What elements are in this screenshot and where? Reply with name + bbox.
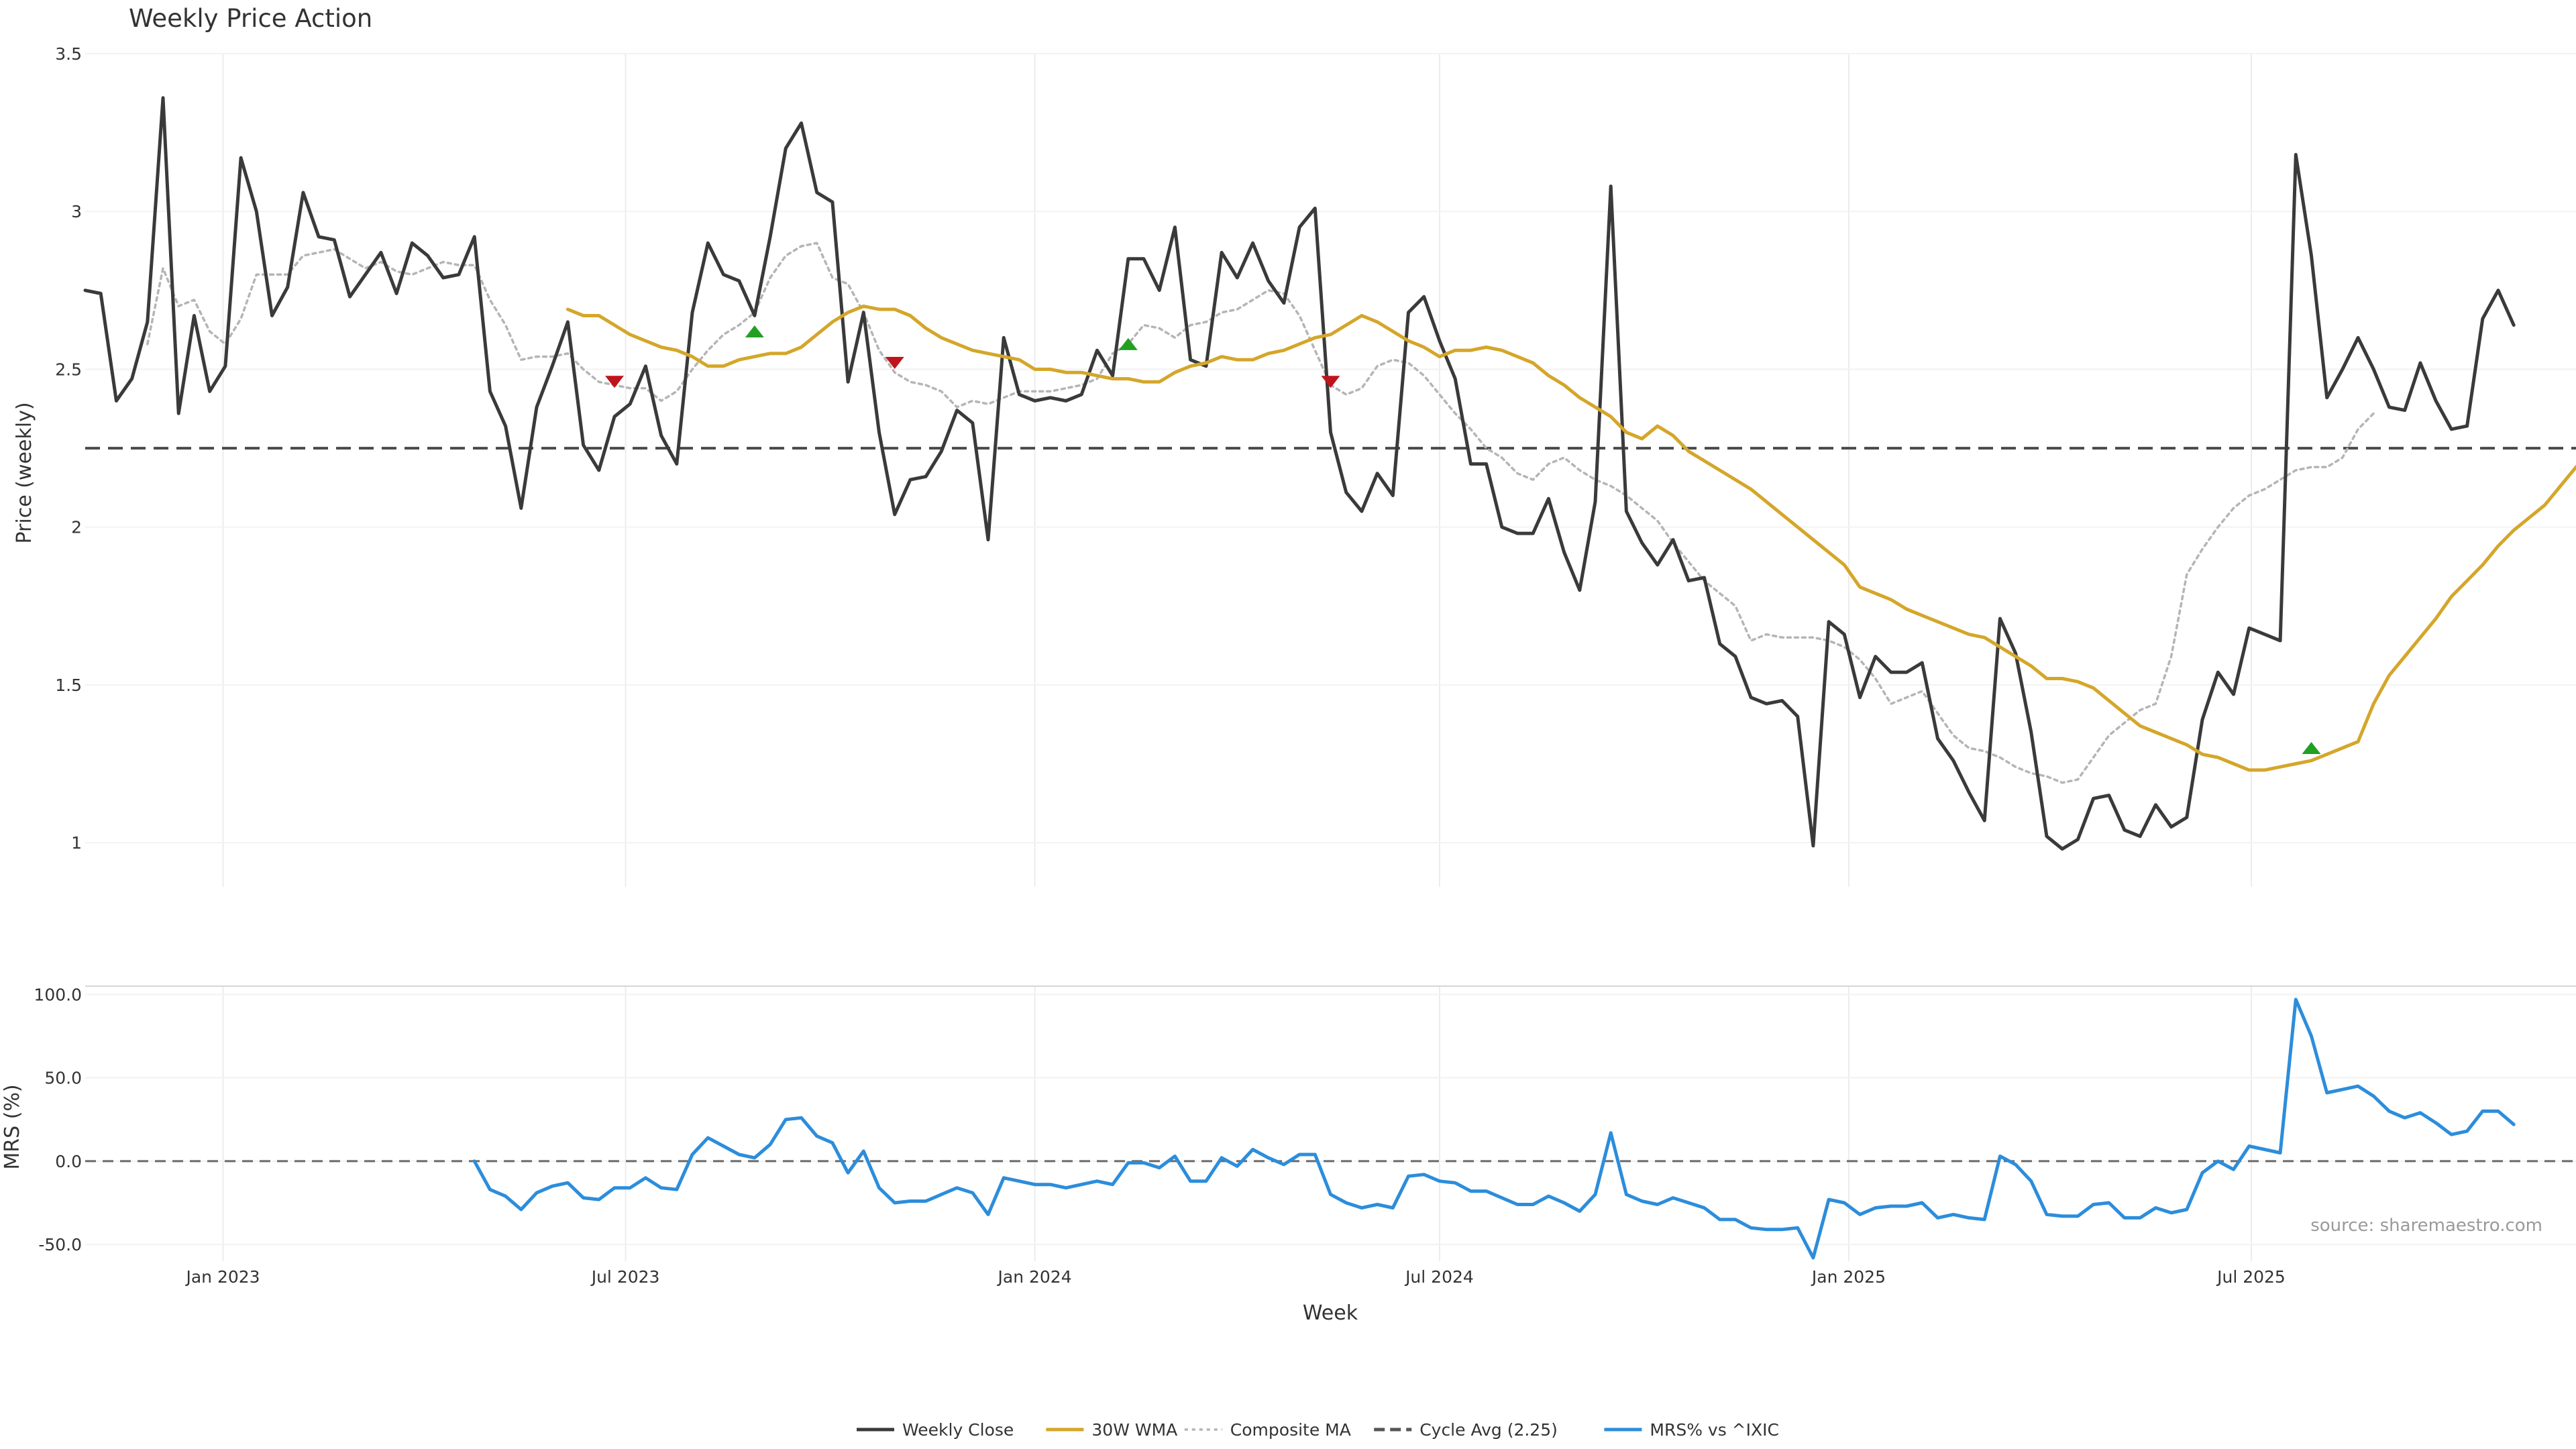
mrs-vs-ixic-line: [472, 998, 2516, 1260]
legend-label: MRS% vs ^IXIC: [1650, 1420, 1779, 1440]
buy-signal-marker: [2302, 742, 2321, 754]
price-y-ticks: 1 1.5 2 2.5 3 3.5: [55, 44, 82, 853]
sell-signal-marker: [1321, 376, 1340, 388]
mrs-panel-grid: [85, 986, 2576, 1261]
weekly-close-line: [83, 96, 2516, 851]
price-y-tick-label: 1.5: [55, 676, 82, 695]
x-tick-label: Jul 2023: [590, 1267, 660, 1287]
price-y-tick-label: 3: [71, 202, 82, 221]
chart-title: Weekly Price Action: [129, 4, 372, 33]
legend-label: Composite MA: [1230, 1420, 1351, 1440]
mrs-y-tick-label: 0.0: [55, 1152, 82, 1171]
legend-label: Weekly Close: [902, 1420, 1014, 1440]
price-y-tick-label: 2: [71, 518, 82, 537]
price-series: [83, 96, 2576, 851]
30w-wma-line: [566, 304, 2576, 772]
x-tick-label: Jul 2025: [2216, 1267, 2286, 1287]
mrs-series: [472, 998, 2516, 1260]
sell-signal-marker: [885, 357, 904, 370]
price-panel-grid: [85, 53, 2576, 887]
price-y-tick-label: 2.5: [55, 360, 82, 379]
composite-ma-line: [146, 241, 2375, 784]
x-tick-label: Jan 2025: [1811, 1267, 1886, 1287]
x-tick-label: Jan 2024: [997, 1267, 1072, 1287]
price-y-tick-label: 3.5: [55, 44, 82, 64]
buy-signal-marker: [745, 325, 764, 337]
mrs-y-tick-label: -50.0: [38, 1235, 82, 1254]
mrs-y-tick-label: 50.0: [44, 1069, 82, 1088]
x-axis-ticks: Jan 2023 Jul 2023 Jan 2024 Jul 2024 Jan 2025…: [184, 1267, 2285, 1287]
sell-signal-marker: [605, 376, 625, 388]
buy-signal-marker: [1118, 337, 1138, 350]
source-note: source: sharemaestro.com: [2310, 1216, 2542, 1236]
legend-label: 30W WMA: [1091, 1420, 1177, 1440]
mrs-y-tick-label: 100.0: [34, 985, 82, 1004]
mrs-y-axis-label: MRS (%): [1, 1084, 24, 1169]
x-tick-label: Jul 2024: [1404, 1267, 1474, 1287]
signal-markers: [605, 325, 2321, 754]
x-tick-label: Jan 2023: [184, 1267, 260, 1287]
price-y-tick-label: 1: [71, 833, 82, 853]
price-y-axis-label: Price (weekly): [13, 402, 36, 543]
x-axis-label: Week: [1303, 1301, 1358, 1325]
legend: Weekly Close 30W WMA Composite MA Cycle Avg…: [857, 1420, 1779, 1440]
legend-label: Cycle Avg (2.25): [1419, 1420, 1558, 1440]
mrs-y-ticks: -50.0 0.0 50.0 100.0: [34, 985, 82, 1254]
